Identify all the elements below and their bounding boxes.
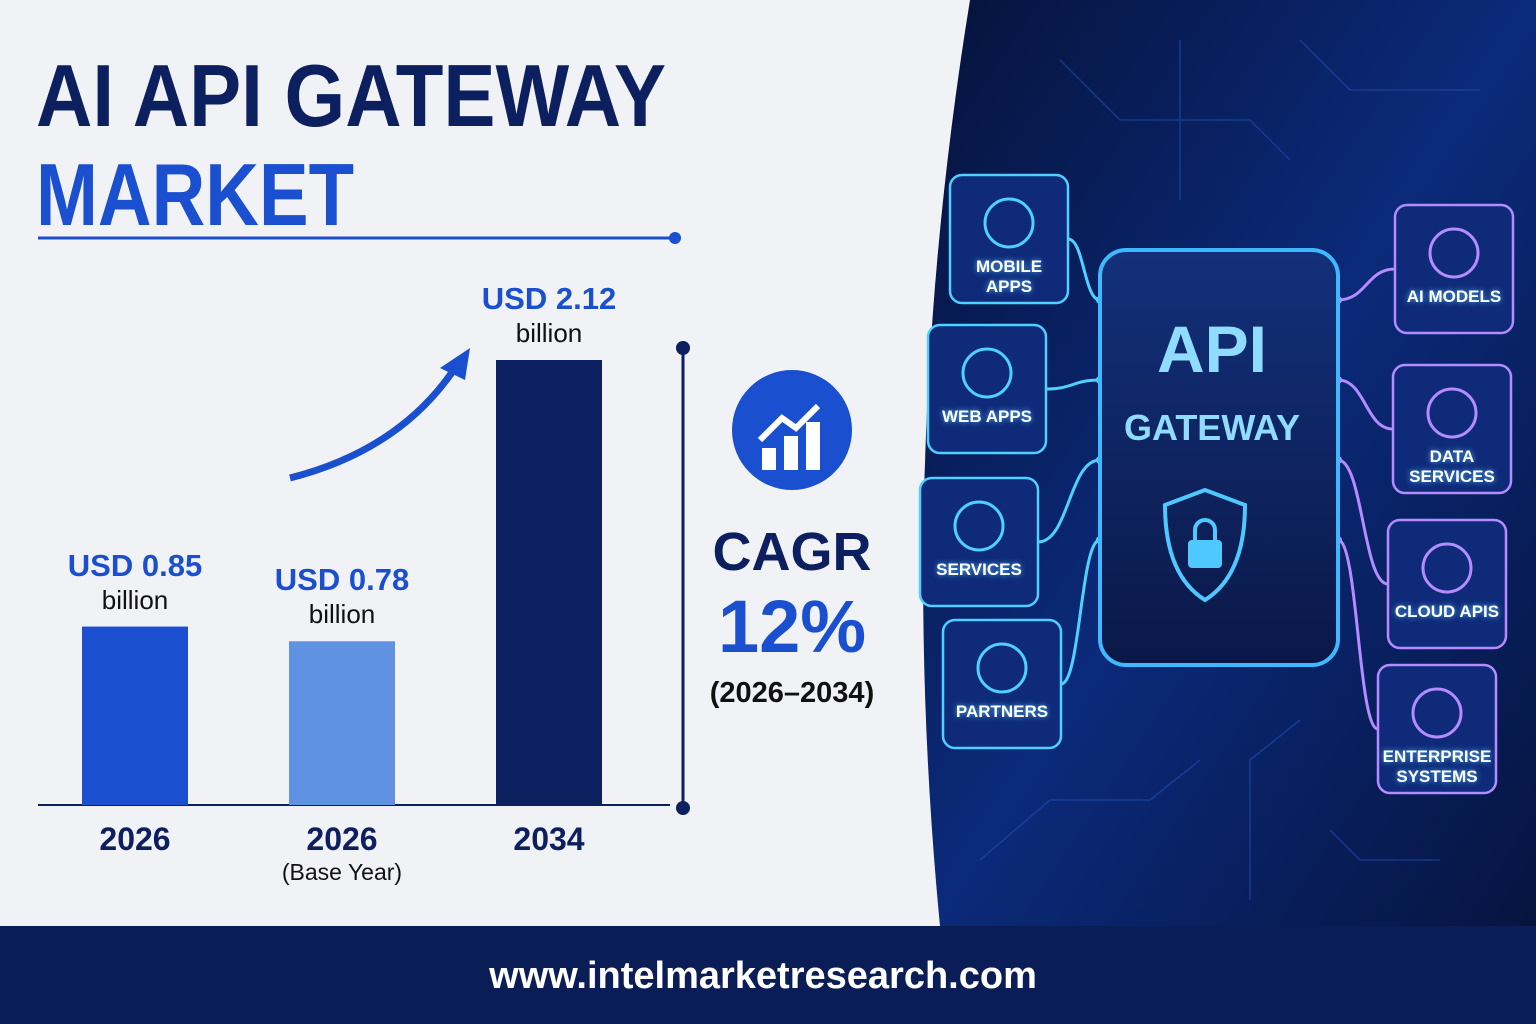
value-label: USD 2.12 billion	[481, 281, 617, 349]
connector	[1067, 237, 1101, 302]
lock-shackle	[1193, 518, 1217, 540]
x-tick-label: 2026	[99, 821, 170, 857]
connector	[1037, 458, 1101, 544]
node-icon	[983, 197, 1035, 249]
title-highlight: MARKET	[36, 145, 354, 244]
icon-bar	[784, 436, 798, 470]
node-icon	[1411, 687, 1463, 739]
footer-url: www.intelmarketresearch.com	[488, 955, 1037, 997]
gateway-subtitle: GATEWAY	[1124, 407, 1300, 448]
cagr-label: CAGR	[713, 522, 872, 582]
node-box	[948, 173, 1070, 305]
footer-bar	[0, 926, 1536, 1024]
node-box	[1393, 203, 1515, 335]
bar	[496, 360, 602, 805]
bar	[289, 641, 395, 805]
node-label: SERVICES	[936, 560, 1022, 579]
node-box	[941, 618, 1063, 750]
node-icon	[976, 642, 1028, 694]
node-icon	[1428, 227, 1480, 279]
cagr-icon	[732, 370, 852, 490]
node-label: ENTERPRISE SYSTEMS	[1382, 747, 1492, 786]
node-box	[1386, 518, 1508, 650]
connector	[1060, 538, 1101, 686]
connector	[1045, 378, 1101, 391]
node-label: PARTNERS	[955, 702, 1049, 721]
bar	[82, 626, 188, 805]
connector	[1337, 378, 1394, 431]
x-tick-label: 2026	[306, 821, 377, 857]
value-label: USD 0.85 billion	[67, 547, 203, 615]
node-box	[1391, 363, 1513, 495]
bracket-dot	[676, 341, 690, 355]
icon-bar	[806, 422, 820, 470]
connector	[1337, 538, 1379, 731]
node-label: DATA SERVICES	[1409, 447, 1495, 486]
node-icon	[1426, 387, 1478, 439]
gateway-title: API	[1157, 312, 1267, 386]
bracket-dot	[676, 801, 690, 815]
icon-trend	[757, 403, 821, 443]
node-box	[1376, 663, 1498, 795]
node-icon	[961, 347, 1013, 399]
connector	[1337, 267, 1396, 302]
node-box	[926, 323, 1048, 455]
node-label: WEB APPS	[941, 407, 1033, 426]
title: AI API GATEWAY	[36, 46, 666, 145]
node-label: CLOUD APIS	[1394, 602, 1500, 621]
lock-icon	[1188, 540, 1222, 568]
value-label: USD 0.78 billion	[274, 562, 410, 630]
cagr-period: (2026–2034)	[710, 677, 874, 709]
cagr-value: 12%	[718, 585, 866, 668]
icon-bar	[762, 448, 776, 470]
x-tick-label: 2034	[513, 821, 584, 857]
circuit-lines	[979, 39, 1480, 900]
node-label: AI MODELS	[1406, 287, 1502, 306]
x-tick-note: (Base Year)	[282, 859, 402, 885]
growth-arrow	[289, 366, 458, 482]
node-icon	[953, 500, 1005, 552]
node-icon	[1421, 542, 1473, 594]
node-box	[918, 476, 1040, 608]
connector	[1337, 458, 1389, 586]
rule-dot	[669, 232, 681, 244]
gateway-box	[1098, 248, 1340, 667]
node-label: MOBILE APPS	[975, 257, 1043, 296]
arrow-head	[440, 348, 470, 380]
shield-icon	[1162, 487, 1248, 603]
